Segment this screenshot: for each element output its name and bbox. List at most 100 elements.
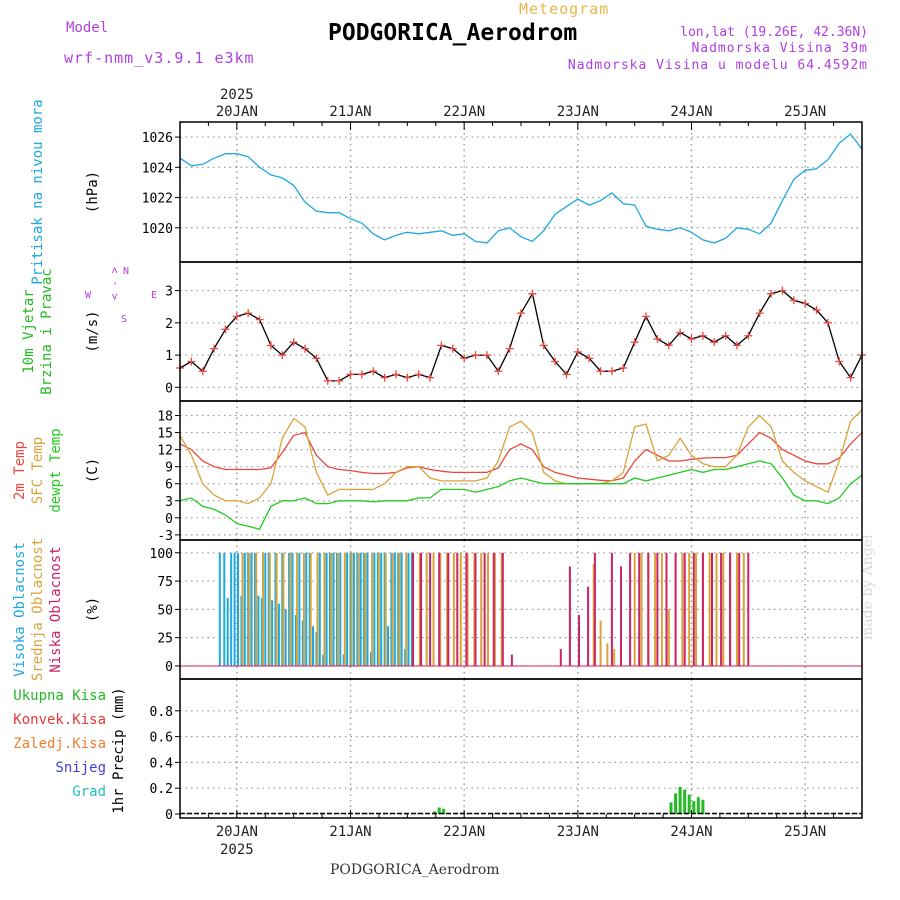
model-elevation-label: Nadmorska Visina u modelu 64.4592m bbox=[567, 58, 868, 73]
bar-srednja-oblacnost bbox=[384, 552, 387, 666]
panel-label-srednja-oblacnost: Srednja Oblacnost bbox=[30, 538, 46, 681]
bar-srednja-oblacnost bbox=[432, 552, 435, 666]
wind-speed-point bbox=[698, 331, 707, 340]
bar-visoka-oblacnost bbox=[359, 552, 362, 666]
bar-visoka-oblacnost bbox=[291, 552, 294, 666]
bar-visoka-oblacnost bbox=[342, 654, 345, 666]
wind-speed-point bbox=[778, 286, 787, 295]
bar-visoka-oblacnost bbox=[366, 552, 369, 666]
bar-ukupna-kisa bbox=[692, 801, 696, 814]
wind-speed-point bbox=[266, 341, 275, 350]
bar-srednja-oblacnost bbox=[715, 552, 718, 666]
bar-srednja-oblacnost bbox=[708, 552, 711, 666]
wind-speed-point bbox=[346, 370, 355, 379]
wind-speed-point bbox=[585, 354, 594, 363]
top-day-label: 24JAN bbox=[670, 104, 712, 120]
wind-speed-point bbox=[437, 341, 446, 350]
bar-visoka-oblacnost bbox=[240, 595, 243, 666]
wind-speed-point bbox=[562, 370, 571, 379]
bar-srednja-oblacnost bbox=[654, 552, 657, 666]
y-tick-label-clouds: 0 bbox=[165, 660, 173, 675]
panel-label-pritisak-na-nivou-mora: Pritisak na nivou mora bbox=[30, 99, 46, 284]
wind-speed-point bbox=[369, 367, 378, 376]
bar-srednja-oblacnost bbox=[667, 609, 670, 666]
wind-speed-point bbox=[676, 328, 685, 337]
bar-ukupna-kisa bbox=[674, 793, 678, 814]
bar-srednja-oblacnost bbox=[660, 552, 663, 666]
wind-speed-point bbox=[198, 367, 207, 376]
bar-visoka-oblacnost bbox=[264, 552, 267, 666]
bar-srednja-oblacnost bbox=[736, 552, 738, 666]
wind-speed-point bbox=[403, 373, 412, 382]
wind-speed-point bbox=[823, 318, 832, 327]
panel-label-brzina-i-pravac: Brzina i Pravac bbox=[39, 268, 55, 394]
bar-visoka-oblacnost bbox=[393, 552, 396, 666]
bar-niska-oblacnost bbox=[501, 552, 504, 666]
bar-visoka-oblacnost bbox=[363, 552, 366, 666]
bar-srednja-oblacnost bbox=[418, 552, 421, 666]
bar-visoka-oblacnost bbox=[322, 654, 325, 666]
bar-visoka-oblacnost bbox=[352, 552, 355, 666]
wind-speed-point bbox=[471, 351, 480, 360]
model-name: wrf-nmm_v3.9.1 e3km bbox=[64, 49, 255, 67]
bar-visoka-oblacnost bbox=[288, 552, 291, 666]
bar-visoka-oblacnost bbox=[281, 552, 284, 666]
bar-ukupna-kisa bbox=[683, 789, 687, 814]
bar-srednja-oblacnost bbox=[722, 552, 725, 666]
wind-dir-s: S bbox=[121, 314, 127, 325]
y-tick-label-pressure: 1026 bbox=[142, 131, 173, 146]
bar-srednja-oblacnost bbox=[268, 552, 271, 666]
bar-visoka-oblacnost bbox=[308, 552, 311, 666]
wind-speed-point bbox=[767, 289, 776, 298]
bar-visoka-oblacnost bbox=[349, 552, 352, 666]
wind-speed-point bbox=[846, 373, 855, 382]
bar-visoka-oblacnost bbox=[410, 552, 413, 666]
y-tick-label-temperature: 0 bbox=[165, 512, 173, 527]
lonlat-label: lon,lat (19.26E, 42.36N) bbox=[680, 25, 868, 40]
bar-srednja-oblacnost bbox=[323, 552, 326, 666]
bar-srednja-oblacnost bbox=[681, 552, 684, 666]
wind-speed-point bbox=[210, 344, 219, 353]
wind-speed-point bbox=[289, 338, 298, 347]
bar-niska-oblacnost bbox=[429, 552, 432, 666]
wind-speed-point bbox=[426, 373, 435, 382]
bar-visoka-oblacnost bbox=[284, 609, 287, 666]
y-tick-label-temperature: 15 bbox=[157, 427, 173, 442]
y-tick-label-wind: 0 bbox=[165, 381, 173, 396]
bar-srednja-oblacnost bbox=[309, 552, 312, 666]
bar-visoka-oblacnost bbox=[260, 598, 263, 666]
bar-srednja-oblacnost bbox=[599, 620, 602, 666]
wind-speed-point bbox=[517, 309, 525, 318]
bottom-day-label: 20JAN bbox=[216, 824, 258, 840]
series-line-sfc-temp bbox=[179, 409, 863, 505]
wind-speed-point bbox=[335, 376, 344, 385]
wind-speed-point bbox=[630, 338, 639, 347]
bar-visoka-oblacnost bbox=[318, 552, 321, 666]
bar-niska-oblacnost bbox=[683, 552, 686, 666]
bar-niska-oblacnost bbox=[483, 552, 486, 666]
wind-dir-w: W bbox=[85, 290, 92, 301]
wind-speed-point bbox=[187, 357, 196, 366]
bar-srednja-oblacnost bbox=[446, 552, 449, 666]
bar-srednja-oblacnost bbox=[688, 552, 691, 666]
wind-speed-point bbox=[494, 367, 503, 376]
bottom-day-label: 24JAN bbox=[670, 824, 712, 840]
bar-srednja-oblacnost bbox=[371, 552, 374, 666]
bar-ukupna-kisa bbox=[696, 797, 700, 814]
bar-visoka-oblacnost bbox=[247, 552, 250, 666]
bar-visoka-oblacnost bbox=[329, 552, 331, 666]
bar-srednja-oblacnost bbox=[500, 552, 503, 666]
unit-label-clouds: (%) bbox=[85, 597, 101, 622]
bottom-day-label: 23JAN bbox=[557, 824, 599, 840]
series-line-2m-temp bbox=[179, 431, 863, 482]
wind-speed-point bbox=[721, 331, 730, 340]
bar-srednja-oblacnost bbox=[452, 552, 455, 666]
bar-niska-oblacnost bbox=[568, 566, 571, 666]
bottom-day-label: 25JAN bbox=[784, 824, 826, 840]
bar-niska-oblacnost bbox=[412, 552, 414, 666]
panel-label-visoka-oblacnost: Visoka Oblacnost bbox=[12, 542, 28, 677]
y-tick-label-precip: 0.2 bbox=[150, 782, 173, 797]
wind-speed-point bbox=[687, 334, 696, 343]
bar-visoka-oblacnost bbox=[325, 552, 328, 666]
